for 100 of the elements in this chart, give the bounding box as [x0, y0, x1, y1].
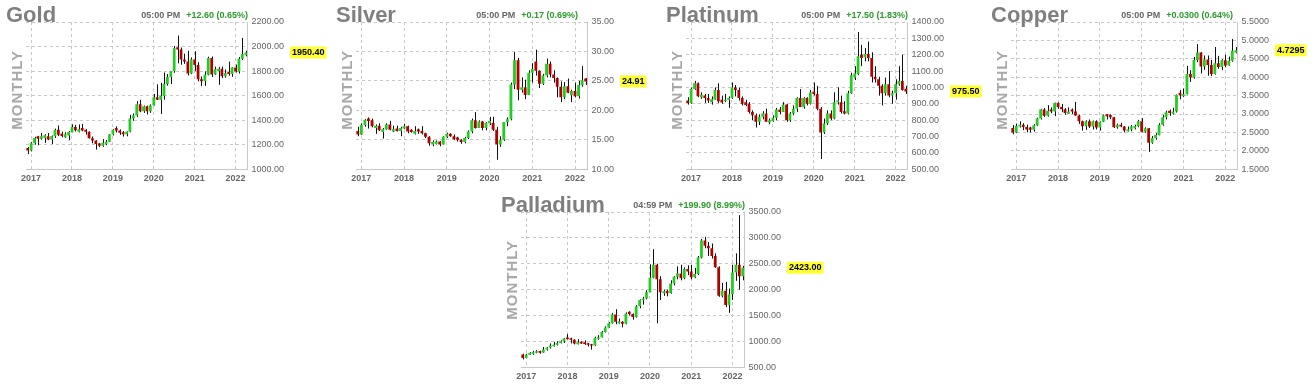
x-tick-label: 2021 [184, 173, 205, 184]
x-tick-label: 2021 [1173, 173, 1194, 184]
y-tick-label: 1200.00 [251, 139, 285, 150]
y-tick-label: 30.00 [591, 45, 615, 56]
y-tick-label: 2000.00 [748, 284, 782, 295]
y-tick-label: 3000.00 [748, 232, 782, 243]
text: 05:00 PM [141, 10, 181, 20]
candlestick [172, 45, 176, 74]
y-tick-label: 1000.00 [748, 335, 782, 346]
y-tick-label: 500.00 [911, 163, 939, 174]
text: 05:00 PM [1121, 10, 1161, 20]
text: +0.0300 (0.64%) [1166, 10, 1233, 20]
x-tick-label: 2018 [61, 173, 83, 184]
y-tick-label: 1.5000 [1241, 163, 1269, 174]
text: +17.50 (1.83%) [846, 10, 908, 20]
x-tick-label: 2022 [565, 173, 586, 184]
x-tick-label: 2020 [639, 371, 660, 382]
y-tick-label: 3.5000 [1241, 90, 1269, 101]
x-tick-label: 2020 [803, 173, 824, 184]
x-tick-label: 2018 [1048, 173, 1069, 184]
candlestick [523, 79, 527, 100]
candlestick [655, 263, 659, 324]
y-tick-label: 4.5000 [1241, 53, 1269, 64]
x-tick-label: 2019 [1089, 173, 1110, 184]
y-tick-label: 2500.00 [748, 258, 782, 269]
x-tick-label: 2022 [885, 173, 906, 184]
candlestick [1230, 38, 1234, 63]
y-tick-label: 2200.00 [251, 16, 285, 27]
y-tick-label: 1000.00 [251, 163, 285, 174]
y-tick-label: 2.5000 [1241, 126, 1269, 137]
candlestick [737, 214, 741, 291]
text: 2423.00 [789, 262, 822, 273]
y-axis-title: MONTHLY [503, 240, 520, 320]
y-tick-label: 1600.00 [251, 90, 285, 101]
y-tick-label: 10.00 [591, 163, 615, 174]
candlestick [849, 72, 853, 95]
y-tick-label: 25.00 [591, 75, 615, 86]
x-tick-label: 2022 [722, 371, 743, 382]
y-tick-label: 1300.00 [911, 32, 945, 43]
y-tick-label: 3.0000 [1241, 108, 1269, 119]
y-tick-label: 1100.00 [911, 65, 944, 76]
y-tick-label: 600.00 [911, 147, 939, 158]
x-tick-label: 2018 [394, 173, 415, 184]
candlestick [900, 54, 904, 92]
x-tick-label: 2021 [681, 371, 702, 382]
candlestick [530, 62, 534, 84]
chart-title: Palladium [501, 192, 605, 218]
text: 05:00 PM [476, 10, 516, 20]
x-tick-label: 2018 [721, 173, 743, 184]
y-tick-label: 15.00 [591, 134, 615, 145]
chart-title: Gold [6, 2, 57, 28]
candlestick [651, 248, 655, 279]
y-axis-title: MONTHLY [993, 50, 1010, 130]
y-tick-label: 1400.00 [251, 114, 285, 125]
x-tick-label: 2017 [351, 173, 372, 184]
y-tick-label: 700.00 [911, 130, 939, 141]
y-axis-title: MONTHLY [668, 50, 685, 130]
chart-title: Platinum [666, 2, 759, 28]
y-tick-label: 3500.00 [748, 206, 782, 217]
text: +0.17 (0.69%) [521, 10, 578, 20]
x-tick-label: 2019 [762, 173, 783, 184]
y-tick-label: 4.0000 [1241, 71, 1269, 82]
x-tick-label: 2017 [681, 173, 702, 184]
y-tick-label: 1400.00 [911, 16, 945, 27]
x-tick-label: 2018 [557, 371, 578, 382]
text: 975.50 [952, 85, 980, 96]
y-tick-label: 20.00 [591, 104, 615, 115]
text: +12.60 (0.65%) [186, 10, 248, 20]
x-tick-label: 2017 [21, 173, 42, 184]
text: 24.91 [622, 75, 645, 86]
y-tick-label: 2000.00 [251, 41, 285, 52]
y-tick-label: 35.00 [591, 16, 615, 27]
text: 4.7295 [1277, 44, 1305, 55]
y-axis-title: MONTHLY [338, 50, 355, 130]
x-tick-label: 2019 [598, 371, 619, 382]
x-tick-label: 2022 [225, 173, 246, 184]
candlestick [527, 69, 531, 96]
x-tick-label: 2021 [844, 173, 865, 184]
chart-title: Silver [336, 2, 396, 28]
y-tick-label: 5.0000 [1241, 34, 1269, 45]
text: 04:59 PM [633, 200, 673, 210]
y-tick-label: 1800.00 [251, 65, 285, 76]
x-tick-label: 2021 [522, 173, 543, 184]
text: 1950.40 [292, 47, 325, 58]
y-tick-label: 5.5000 [1241, 16, 1269, 27]
x-tick-label: 2019 [436, 173, 457, 184]
x-tick-label: 2019 [102, 173, 123, 184]
text: 05:00 PM [801, 10, 841, 20]
candlestick [894, 78, 897, 101]
y-tick-label: 2.0000 [1241, 145, 1269, 156]
y-tick-label: 1200.00 [911, 49, 945, 60]
y-axis-title: MONTHLY [8, 50, 25, 130]
x-tick-label: 2022 [1215, 173, 1236, 184]
x-tick-label: 2017 [516, 371, 537, 382]
y-tick-label: 500.00 [748, 361, 776, 372]
x-tick-label: 2017 [1006, 173, 1027, 184]
text: +199.90 (8.99%) [678, 200, 745, 210]
x-tick-label: 2020 [143, 173, 164, 184]
y-tick-label: 1500.00 [748, 309, 782, 320]
x-tick-label: 2020 [1131, 173, 1152, 184]
